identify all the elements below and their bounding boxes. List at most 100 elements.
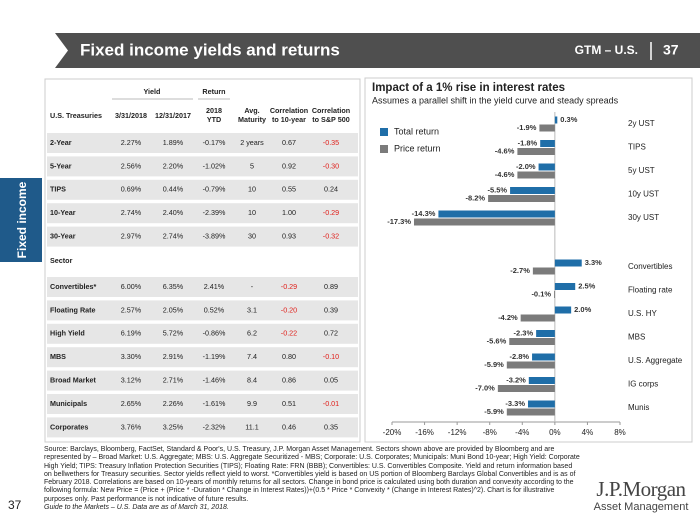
table-cell: 0.55 <box>282 185 296 194</box>
logo-unit: Asset Management <box>593 501 689 513</box>
bar <box>554 283 576 290</box>
table-cell: 9.9 <box>247 399 257 408</box>
column-header: Maturity <box>238 115 266 124</box>
bar <box>536 330 555 337</box>
value-label: -2.8% <box>509 352 529 361</box>
table-cell: 3.76% <box>121 422 142 431</box>
table-cell: 2.57% <box>121 305 142 314</box>
value-label: -2.0% <box>516 162 536 171</box>
row-band <box>47 226 358 247</box>
legend-label: Price return <box>394 143 441 153</box>
category-label: TIPS <box>628 143 646 152</box>
footnote: Source: Barclays, Bloomberg, FactSet, St… <box>44 446 580 512</box>
category-label: MBS <box>628 333 645 342</box>
value-label: -14.3% <box>412 209 436 218</box>
value-label: -5.9% <box>484 360 504 369</box>
table-cell: 1.00 <box>282 208 296 217</box>
table-cell: 30 <box>248 232 256 241</box>
row-label: Convertibles* <box>50 282 97 291</box>
column-header: to S&P 500 <box>312 115 349 124</box>
value-label: 3.3% <box>585 258 602 267</box>
x-tick-label: 0% <box>549 428 561 437</box>
table-cell: -3.89% <box>203 232 226 241</box>
bar <box>510 187 555 194</box>
table-cell: 2.05% <box>163 305 184 314</box>
category-label: Convertibles <box>628 262 672 271</box>
table-cell: 3.25% <box>163 422 184 431</box>
table-cell: 0.69% <box>121 185 142 194</box>
table-cell: 2.56% <box>121 161 142 170</box>
bar <box>520 314 555 322</box>
value-label: -4.6% <box>495 170 515 179</box>
row-label: 10-Year <box>50 208 76 217</box>
table-cell: 3.1 <box>247 305 257 314</box>
bar <box>488 195 555 202</box>
row-band <box>47 300 358 321</box>
table-cell: 5.72% <box>163 329 184 338</box>
column-header: 2018 <box>206 106 222 115</box>
value-label: -17.3% <box>387 217 411 226</box>
value-label: -4.2% <box>498 313 518 322</box>
table-cell: 0.67 <box>282 138 296 147</box>
table-cell: -0.29 <box>323 208 339 217</box>
table-cell: -1.61% <box>203 399 226 408</box>
table-cell: 6.35% <box>163 282 184 291</box>
table-cell: -0.01 <box>323 399 339 408</box>
legend-label: Total return <box>394 126 439 136</box>
category-label: U.S. HY <box>628 309 658 318</box>
bar <box>554 259 582 267</box>
table-cell: 0.86 <box>282 376 296 385</box>
side-label: Fixed income <box>15 181 29 258</box>
row-band <box>47 347 358 368</box>
x-tick-label: -8% <box>483 428 497 437</box>
value-label: -8.2% <box>465 193 485 202</box>
table-cell: 3.30% <box>121 352 142 361</box>
category-label: U.S. Aggregate <box>628 356 683 365</box>
table-cell: -1.02% <box>203 161 226 170</box>
table-cell: -2.32% <box>203 422 226 431</box>
bar <box>413 218 555 226</box>
category-label: 10y UST <box>628 190 659 199</box>
table-cell: 8.4 <box>247 376 257 385</box>
legend-swatch <box>380 145 388 153</box>
section-label: Sector <box>50 256 73 265</box>
bar <box>532 353 555 361</box>
row-band <box>47 203 358 224</box>
row-band <box>47 179 358 200</box>
x-tick-label: -4% <box>515 428 529 437</box>
footnote-source: Source: Barclays, Bloomberg, FactSet, St… <box>44 446 580 503</box>
bar <box>517 148 555 155</box>
category-label: IG corps <box>628 380 658 389</box>
column-header: to 10-year <box>272 115 306 124</box>
table-cell: 1.89% <box>163 138 184 147</box>
row-band <box>47 277 358 297</box>
table-cell: 6.2 <box>247 329 257 338</box>
table-cell: -0.17% <box>203 138 226 147</box>
table-cell: -0.20 <box>281 305 297 314</box>
table-cell: -1.19% <box>203 352 226 361</box>
table-cell: 11.1 <box>245 422 258 431</box>
row-band <box>47 417 358 438</box>
group-header: Yield <box>144 87 161 96</box>
footnote-guide: Guide to the Markets – U.S. Data are as … <box>44 504 229 512</box>
row-label: MBS <box>50 352 66 361</box>
row-band <box>47 370 358 391</box>
row-label: High Yield <box>50 329 85 338</box>
table-cell: 2.74% <box>121 208 142 217</box>
table-cell: -2.39% <box>203 208 226 217</box>
value-label: -7.0% <box>475 383 495 392</box>
row-label: Corporates <box>50 422 88 431</box>
value-label: -1.8% <box>518 138 538 147</box>
bar <box>528 377 555 384</box>
category-label: 2y UST <box>628 119 655 128</box>
row-label: 30-Year <box>50 232 76 241</box>
table-cell: 0.52% <box>204 305 225 314</box>
table-cell: 2.65% <box>121 399 142 408</box>
bar <box>554 291 555 298</box>
table-cell: 2.26% <box>163 399 184 408</box>
table-cell: 0.51 <box>282 399 296 408</box>
x-tick-label: 8% <box>614 428 626 437</box>
row-band <box>47 133 358 153</box>
